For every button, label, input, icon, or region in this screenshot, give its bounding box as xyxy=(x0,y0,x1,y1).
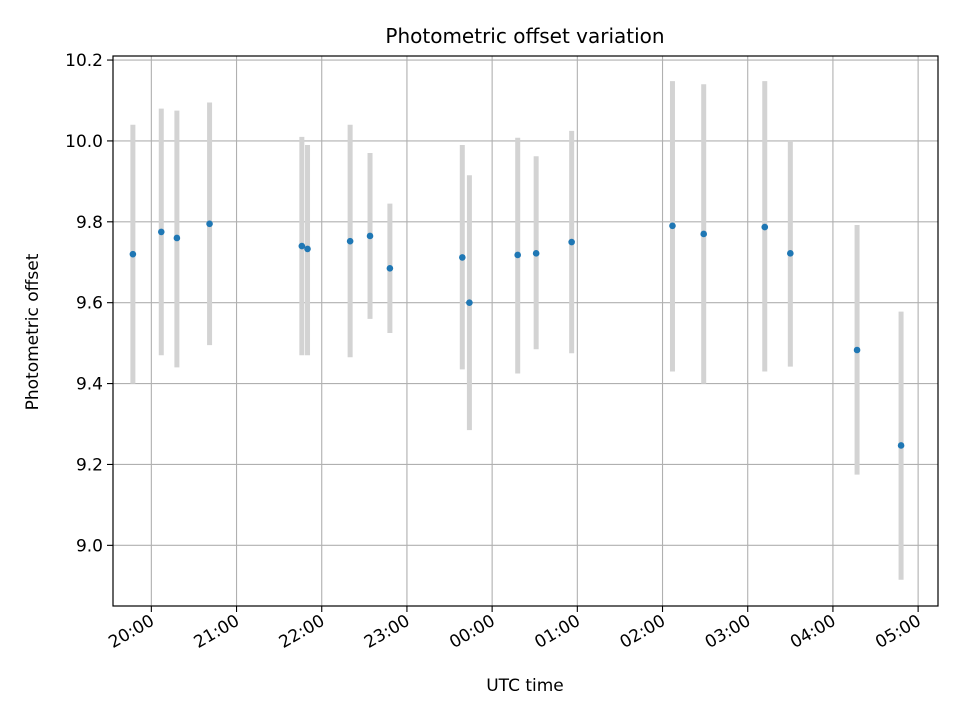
y-tick-label: 9.8 xyxy=(76,213,103,233)
y-tick-label: 9.6 xyxy=(76,294,103,314)
plot-frame xyxy=(112,55,939,607)
y-tick-label: 10.2 xyxy=(65,51,103,71)
y-axis-ticks: 9.0 9.2 9.4 9.6 9.8 10.0 10.2 xyxy=(65,51,113,556)
data-point xyxy=(568,238,575,246)
grid xyxy=(113,56,938,606)
data-point xyxy=(386,265,394,272)
data-point xyxy=(366,232,374,240)
data-point xyxy=(157,228,165,236)
y-tick-label: 10.0 xyxy=(65,132,103,152)
data-point xyxy=(761,223,769,231)
y-tick-label: 9.0 xyxy=(76,536,103,556)
x-axis-label: UTC time xyxy=(486,676,564,696)
y-tick-label: 9.4 xyxy=(76,375,103,395)
data-point xyxy=(532,250,540,257)
y-axis-label: Photometric offset xyxy=(23,253,43,410)
chart-title: Photometric offset variation xyxy=(385,24,664,48)
data-point xyxy=(700,230,708,238)
data-point xyxy=(669,222,676,230)
data-point xyxy=(298,242,306,250)
data-points xyxy=(129,220,905,449)
data-point xyxy=(346,237,354,245)
data-point xyxy=(466,299,473,306)
data-point xyxy=(206,220,213,228)
y-tick-label: 9.2 xyxy=(76,455,103,475)
data-point xyxy=(897,442,905,449)
data-point xyxy=(787,250,794,257)
data-point xyxy=(459,254,466,261)
data-point xyxy=(304,245,311,253)
data-point xyxy=(129,250,137,258)
data-point xyxy=(173,234,181,242)
data-point xyxy=(514,251,521,259)
data-point xyxy=(853,346,861,354)
